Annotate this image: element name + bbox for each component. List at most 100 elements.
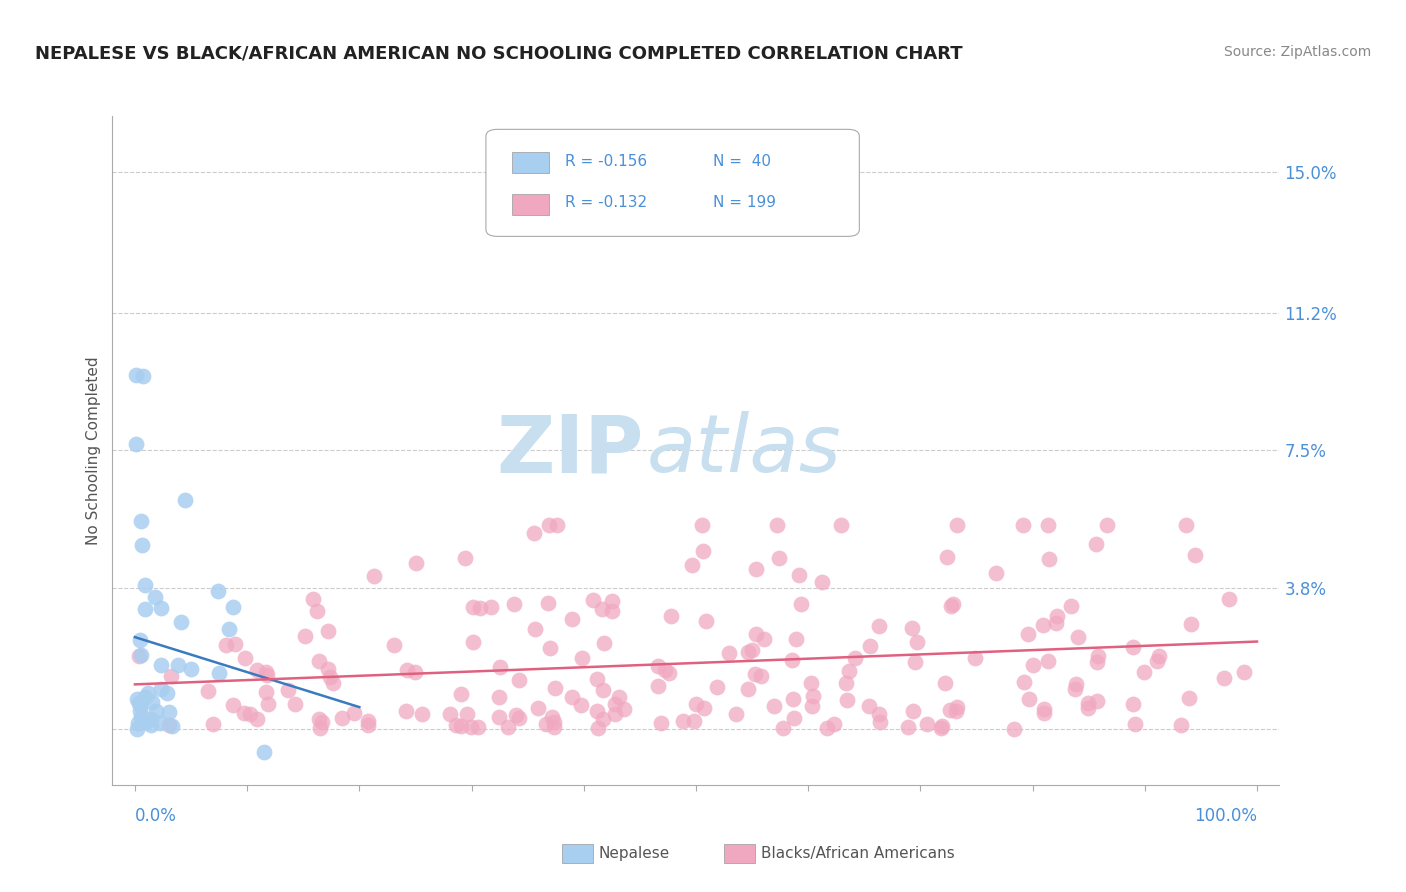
Point (931, 719, 953, 733)
Point (695, 615, 717, 629)
Point (257, 697, 280, 711)
Point (915, 716, 938, 731)
Point (160, 669, 183, 683)
Point (1170, 717, 1192, 731)
Point (311, 715, 333, 730)
Point (1175, 517, 1198, 532)
Point (1032, 618, 1054, 632)
Point (749, 669, 772, 683)
Point (1085, 655, 1108, 669)
Point (134, 578, 156, 592)
Point (1002, 722, 1025, 736)
Point (782, 692, 804, 706)
Point (246, 664, 269, 678)
Point (752, 632, 775, 647)
Point (505, 707, 527, 722)
Point (929, 721, 952, 735)
Text: 0.0%: 0.0% (135, 807, 177, 825)
Bar (512, 194, 548, 215)
Point (308, 654, 330, 668)
Point (468, 600, 491, 615)
Point (143, 590, 166, 604)
Point (256, 668, 278, 682)
Point (461, 600, 484, 615)
Point (941, 599, 963, 613)
Point (330, 711, 353, 725)
Point (783, 711, 806, 725)
Point (127, 715, 149, 730)
Point (503, 598, 526, 612)
Point (207, 584, 229, 599)
Point (208, 666, 231, 681)
Point (1036, 517, 1059, 532)
Point (941, 597, 963, 611)
Point (647, 659, 669, 673)
Point (124, 436, 146, 450)
Point (1184, 548, 1206, 562)
Point (681, 558, 703, 572)
Point (838, 664, 860, 678)
Point (1218, 592, 1240, 607)
Point (543, 714, 565, 729)
Point (1036, 655, 1059, 669)
Point (488, 690, 510, 704)
Point (685, 697, 707, 711)
Point (1180, 617, 1202, 632)
Point (744, 666, 766, 681)
Point (537, 596, 560, 610)
Point (538, 641, 561, 656)
Point (569, 698, 592, 712)
Point (741, 642, 763, 657)
Point (284, 697, 307, 711)
Point (1123, 717, 1146, 731)
Point (986, 566, 1008, 580)
Point (134, 714, 156, 729)
Point (131, 538, 153, 552)
Point (945, 704, 967, 718)
Point (1085, 694, 1108, 708)
Point (868, 618, 890, 632)
Point (934, 676, 956, 690)
Point (461, 635, 484, 649)
Point (444, 718, 467, 732)
Point (904, 655, 927, 669)
Point (450, 719, 472, 733)
Point (811, 575, 834, 590)
Point (1084, 537, 1107, 551)
Point (125, 691, 148, 706)
Point (945, 699, 967, 714)
Point (725, 706, 748, 721)
Point (1038, 552, 1060, 566)
Point (439, 707, 461, 722)
Point (316, 662, 339, 676)
Point (659, 608, 682, 623)
Point (538, 517, 561, 532)
Point (690, 517, 713, 532)
Point (605, 698, 627, 712)
Point (823, 716, 845, 731)
Point (308, 712, 330, 726)
Point (129, 514, 152, 528)
Point (897, 721, 920, 735)
Point (830, 517, 852, 532)
Point (319, 670, 342, 684)
Point (215, 638, 238, 652)
Point (1122, 640, 1144, 654)
Point (1146, 654, 1168, 668)
Point (672, 714, 695, 728)
Point (800, 676, 823, 690)
Text: Nepalese: Nepalese (599, 847, 671, 861)
Point (1077, 701, 1099, 715)
Point (224, 637, 246, 651)
Point (801, 689, 824, 703)
Point (125, 722, 148, 736)
Point (488, 710, 510, 724)
Point (159, 706, 181, 720)
Point (785, 632, 807, 647)
Point (901, 704, 924, 718)
Point (658, 665, 681, 680)
Text: N = 199: N = 199 (713, 195, 776, 211)
Point (222, 600, 245, 615)
Point (905, 634, 928, 648)
Point (128, 633, 150, 648)
